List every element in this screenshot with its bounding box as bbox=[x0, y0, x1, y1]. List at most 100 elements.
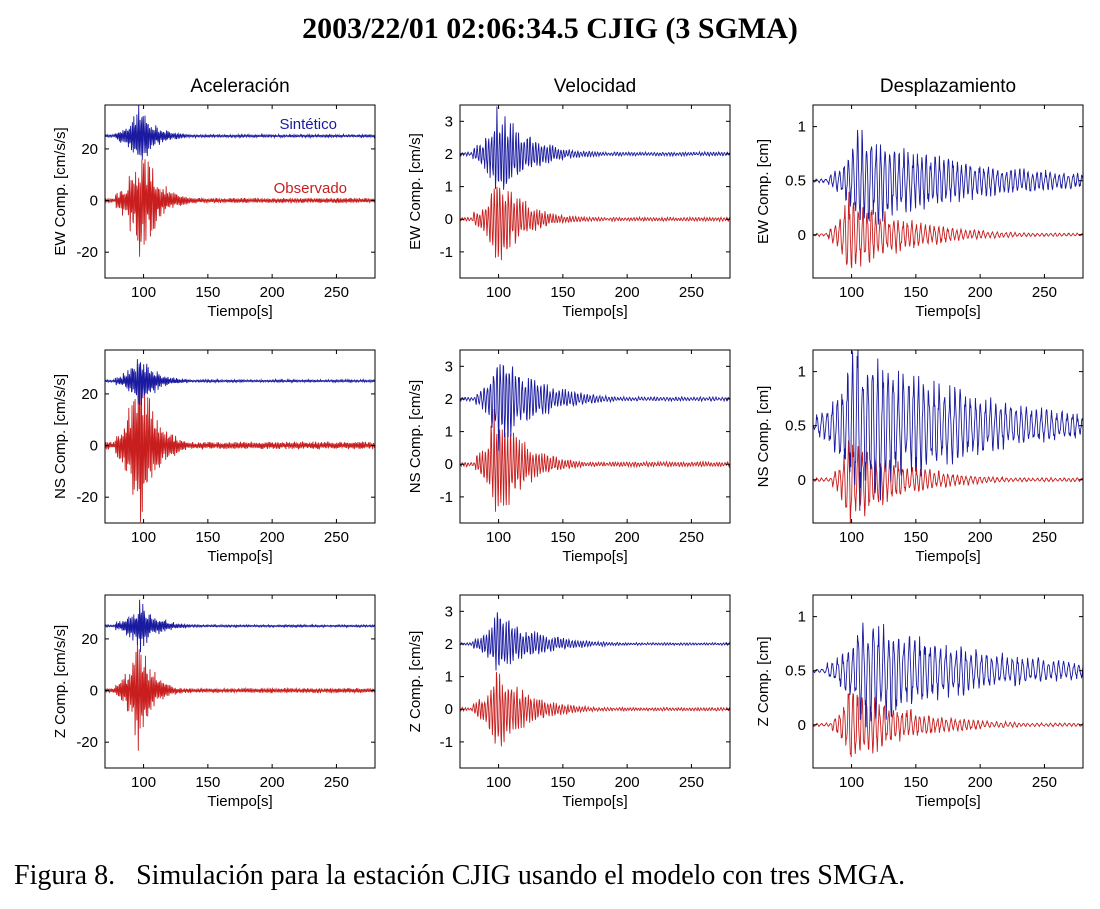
synthetic-trace bbox=[460, 364, 730, 451]
x-axis-label: Tiempo[s] bbox=[207, 793, 272, 810]
y-tick-label: 0 bbox=[90, 683, 98, 700]
y-tick-label: -20 bbox=[76, 244, 98, 261]
synthetic-trace bbox=[813, 129, 1083, 225]
x-tick-label: 250 bbox=[1032, 774, 1057, 791]
plot-frame bbox=[812, 349, 1084, 524]
y-tick-label: 0.5 bbox=[785, 418, 806, 435]
y-tick-label: 0 bbox=[445, 701, 453, 718]
y-tick-label: -1 bbox=[440, 734, 453, 751]
y-tick-label: -1 bbox=[440, 244, 453, 261]
x-tick-label: 200 bbox=[615, 529, 640, 546]
y-tick-label: 0.5 bbox=[785, 173, 806, 190]
x-axis-label: Tiempo[s] bbox=[207, 303, 272, 320]
x-tick-label: 250 bbox=[679, 529, 704, 546]
x-axis-label: Tiempo[s] bbox=[915, 303, 980, 320]
column-title: Velocidad bbox=[554, 76, 636, 97]
synthetic-trace bbox=[460, 106, 730, 190]
x-tick-label: 200 bbox=[968, 284, 993, 301]
x-tick-label: 250 bbox=[324, 284, 349, 301]
y-axis-label: EW Comp. [cm] bbox=[755, 139, 772, 244]
synthetic-trace bbox=[460, 612, 730, 671]
x-axis-label: Tiempo[s] bbox=[562, 548, 627, 565]
x-tick-label: 250 bbox=[1032, 529, 1057, 546]
x-axis-label: Tiempo[s] bbox=[562, 303, 627, 320]
plot-frame bbox=[459, 594, 731, 769]
y-axis-label: NS Comp. [cm] bbox=[755, 386, 772, 488]
y-tick-label: 3 bbox=[445, 603, 453, 620]
synthetic-trace bbox=[105, 359, 375, 406]
x-tick-label: 250 bbox=[1032, 284, 1057, 301]
y-tick-label: 0.5 bbox=[785, 663, 806, 680]
y-axis-label: NS Comp. [cm/s] bbox=[407, 380, 424, 493]
synthetic-trace bbox=[813, 350, 1083, 511]
plot-frame bbox=[104, 349, 376, 524]
x-tick-label: 100 bbox=[131, 284, 156, 301]
observed-trace bbox=[460, 409, 730, 512]
plot-frame bbox=[459, 104, 731, 279]
observed-trace bbox=[460, 671, 730, 747]
y-tick-label: 1 bbox=[798, 609, 806, 626]
x-tick-label: 100 bbox=[131, 774, 156, 791]
y-tick-label: 20 bbox=[81, 631, 98, 648]
y-axis-label: EW Comp. [cm/s] bbox=[407, 133, 424, 250]
y-tick-label: 1 bbox=[445, 179, 453, 196]
x-tick-label: 100 bbox=[839, 284, 864, 301]
y-tick-label: 20 bbox=[81, 386, 98, 403]
y-tick-label: 0 bbox=[798, 472, 806, 489]
figure-title: 2003/22/01 02:06:34.5 CJIG (3 SGMA) bbox=[302, 12, 798, 45]
y-tick-label: 2 bbox=[445, 146, 453, 163]
y-axis-label: Z Comp. [cm] bbox=[755, 636, 772, 726]
observed-trace bbox=[813, 440, 1083, 523]
column-title: Aceleración bbox=[190, 76, 289, 97]
x-tick-label: 250 bbox=[324, 529, 349, 546]
legend-observed: Observado bbox=[274, 180, 347, 197]
x-tick-label: 150 bbox=[550, 774, 575, 791]
x-tick-label: 150 bbox=[195, 529, 220, 546]
y-tick-label: -1 bbox=[440, 489, 453, 506]
x-tick-label: 200 bbox=[968, 774, 993, 791]
observed-trace bbox=[105, 641, 375, 751]
x-tick-label: 100 bbox=[486, 529, 511, 546]
x-tick-label: 150 bbox=[550, 284, 575, 301]
plot-frame bbox=[459, 349, 731, 524]
observed-trace bbox=[813, 191, 1083, 269]
figure-caption: Figura 8. Simulación para la estación CJ… bbox=[14, 860, 906, 891]
y-tick-label: 3 bbox=[445, 358, 453, 375]
y-tick-label: 1 bbox=[798, 119, 806, 136]
x-tick-label: 250 bbox=[324, 774, 349, 791]
x-tick-label: 150 bbox=[550, 529, 575, 546]
y-axis-label: Z Comp. [cm/s/s] bbox=[52, 625, 69, 738]
synthetic-trace bbox=[105, 105, 375, 160]
y-tick-label: 1 bbox=[445, 669, 453, 686]
x-tick-label: 150 bbox=[195, 284, 220, 301]
x-tick-label: 150 bbox=[195, 774, 220, 791]
x-tick-label: 100 bbox=[131, 529, 156, 546]
x-axis-label: Tiempo[s] bbox=[207, 548, 272, 565]
y-tick-label: 20 bbox=[81, 141, 98, 158]
y-tick-label: 3 bbox=[445, 113, 453, 130]
legend-synthetic: Sintético bbox=[279, 116, 337, 133]
synthetic-trace bbox=[105, 599, 375, 653]
plot-frame bbox=[812, 594, 1084, 769]
y-tick-label: 0 bbox=[90, 193, 98, 210]
plot-frame bbox=[104, 594, 376, 769]
y-axis-label: EW Comp. [cm/s/s] bbox=[52, 127, 69, 255]
y-tick-label: 0 bbox=[798, 227, 806, 244]
y-tick-label: 1 bbox=[445, 424, 453, 441]
y-tick-label: 1 bbox=[798, 364, 806, 381]
y-tick-label: 2 bbox=[445, 636, 453, 653]
x-axis-label: Tiempo[s] bbox=[915, 548, 980, 565]
y-tick-label: 0 bbox=[445, 456, 453, 473]
y-tick-label: 0 bbox=[90, 438, 98, 455]
x-axis-label: Tiempo[s] bbox=[915, 793, 980, 810]
x-tick-label: 250 bbox=[679, 774, 704, 791]
y-tick-label: 2 bbox=[445, 391, 453, 408]
column-title: Desplazamiento bbox=[880, 76, 1016, 97]
synthetic-trace bbox=[813, 622, 1083, 728]
x-tick-label: 200 bbox=[260, 529, 285, 546]
x-tick-label: 200 bbox=[260, 774, 285, 791]
x-tick-label: 100 bbox=[839, 774, 864, 791]
y-tick-label: 0 bbox=[445, 211, 453, 228]
x-axis-label: Tiempo[s] bbox=[562, 793, 627, 810]
x-tick-label: 150 bbox=[903, 284, 928, 301]
